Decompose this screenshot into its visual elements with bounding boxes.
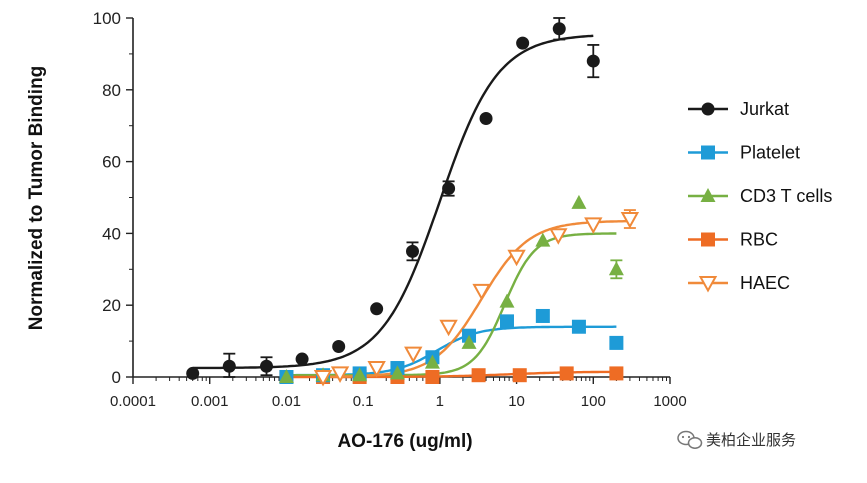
y-tick-label: 20 (102, 296, 121, 315)
data-point (535, 308, 550, 323)
data-point (461, 334, 477, 349)
data-point (516, 36, 530, 50)
axes: 0.0001 0.001 0.01 0.1 1 10 100 1000 0 20 40 60 80 100 (93, 9, 687, 410)
data-point (552, 22, 566, 36)
data-point (352, 367, 368, 382)
legend-label: Jurkat (740, 99, 789, 119)
x-axis-title: AO-176 (ug/ml) (337, 431, 472, 452)
legend-label: Platelet (740, 143, 800, 163)
legend-marker (698, 276, 718, 293)
fit-curve (286, 232, 617, 377)
data-point (389, 365, 405, 380)
x-tick-label: 0.01 (272, 393, 301, 410)
data-point (608, 261, 624, 276)
data-point (186, 366, 200, 380)
data-point (571, 319, 586, 334)
data-point (370, 302, 384, 316)
fit-curve (323, 219, 630, 378)
data-point (295, 352, 309, 366)
x-tick-label: 0.0001 (110, 393, 156, 410)
data-point (260, 359, 274, 373)
x-tick-label: 10 (508, 393, 525, 410)
data-point (584, 217, 603, 234)
y-tick-label: 40 (102, 224, 121, 243)
data-point (535, 232, 551, 247)
legend-label: RBC (740, 230, 778, 250)
legend-label: CD3 T cells (740, 186, 832, 206)
x-tick-label: 0.001 (191, 393, 229, 410)
legend-marker (701, 102, 715, 116)
data-point (499, 314, 514, 329)
data-point (479, 112, 493, 126)
data-points (186, 17, 640, 387)
data-point (609, 335, 624, 350)
data-point (471, 368, 486, 383)
y-tick-label: 60 (102, 153, 121, 172)
data-point (439, 319, 458, 337)
data-point (571, 194, 587, 209)
data-point (442, 182, 456, 196)
data-point (507, 249, 526, 267)
data-point (472, 283, 491, 301)
legend-label: HAEC (740, 273, 790, 293)
data-point (586, 54, 600, 68)
legend: Jurkat Platelet CD3 T cells RBC HAEC (688, 99, 832, 293)
watermark: 美柏企业服务 (677, 430, 796, 449)
wechat-icon (677, 430, 703, 449)
legend-marker (701, 145, 715, 160)
x-tick-label: 1 (436, 393, 444, 410)
x-tick-label: 100 (581, 393, 606, 410)
data-point (512, 368, 527, 383)
data-point (367, 361, 386, 378)
data-point (425, 370, 440, 384)
y-axis-title: Normalized to Tumor Binding (26, 66, 47, 331)
data-point (424, 354, 440, 369)
data-point (222, 359, 236, 373)
data-point (332, 339, 346, 353)
x-tick-label: 1000 (653, 393, 686, 410)
watermark-text: 美柏企业服务 (706, 431, 796, 449)
data-point (278, 369, 294, 383)
x-tick-label: 0.1 (353, 393, 374, 410)
data-point (499, 293, 515, 308)
data-point (549, 228, 568, 245)
data-point (330, 366, 350, 383)
y-tick-label: 80 (102, 81, 121, 100)
data-point (620, 212, 640, 229)
data-point (313, 370, 333, 387)
y-tick-label: 0 (112, 368, 121, 387)
legend-marker (701, 232, 715, 247)
data-point (406, 244, 420, 258)
fit-curve (192, 34, 594, 370)
data-point (559, 366, 574, 381)
legend-marker (700, 188, 716, 202)
data-point (609, 366, 624, 381)
data-point (404, 346, 423, 364)
fit-curves (192, 34, 630, 379)
y-tick-label: 100 (93, 9, 121, 28)
